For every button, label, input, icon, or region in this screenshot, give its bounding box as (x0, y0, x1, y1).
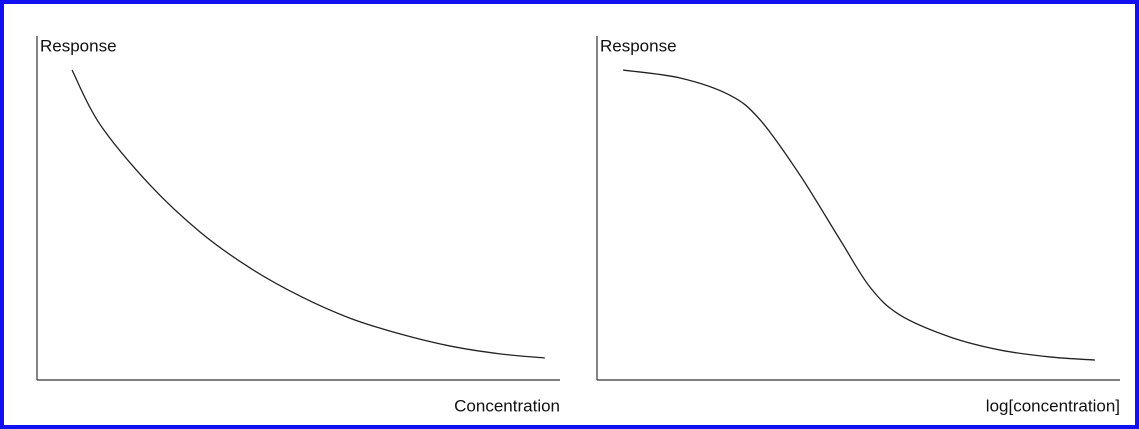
curve (623, 69, 1095, 361)
curve (71, 69, 545, 359)
x-axis-label: Concentration (454, 396, 560, 415)
y-axis-label: Response (40, 36, 117, 55)
y-axis-label: Response (600, 36, 677, 55)
x-axis-label: log[concentration] (986, 396, 1120, 415)
